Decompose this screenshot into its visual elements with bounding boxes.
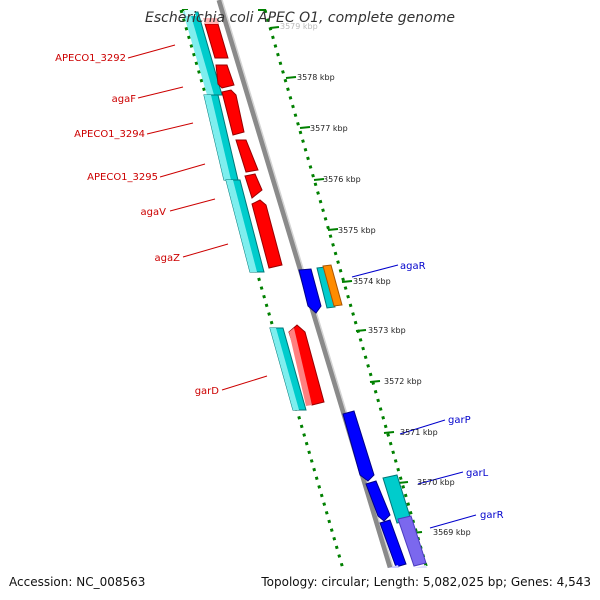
label-connectors <box>127 44 477 529</box>
gene-label: agaR <box>400 261 426 272</box>
kbp-label: 3570 kbp <box>417 478 455 487</box>
gene-arrow <box>289 328 312 406</box>
gene-label: garP <box>448 415 471 426</box>
kbp-labels: 3579 kbp 3578 kbp 3577 kbp 3576 kbp 3575… <box>280 22 471 537</box>
gene-arrow <box>397 515 427 567</box>
map-title: Escherichia coli APEC O1, complete genom… <box>145 10 455 26</box>
gene-arrow <box>388 565 399 568</box>
gene-arrow <box>221 89 245 136</box>
kbp-label: 3575 kbp <box>338 226 376 235</box>
gene-arrow <box>204 95 231 180</box>
gene-arrow <box>298 268 322 314</box>
accession-text: Accession: NC_008563 <box>9 575 146 589</box>
kbp-label-top: 3579 kbp <box>280 22 318 31</box>
gene-arrow <box>316 266 336 309</box>
gene-label: garR <box>480 510 504 521</box>
gene-arrow <box>342 410 375 482</box>
tick-marks <box>182 9 423 534</box>
gene-arrow <box>379 519 407 568</box>
gene-label: APECO1_3294 <box>74 129 145 140</box>
kbp-label: 3576 kbp <box>323 175 361 184</box>
kbp-label: 3577 kbp <box>310 124 348 133</box>
gene-arrow <box>365 480 391 522</box>
forward-red-arrows <box>203 18 325 406</box>
gene-arrow <box>203 18 219 24</box>
gene-arrow <box>414 565 427 568</box>
gene-label: garL <box>466 468 489 479</box>
kbp-label: 3572 kbp <box>384 377 422 386</box>
gene-arrow <box>183 12 214 95</box>
reverse-gene-labels: agaR garP garL garR <box>400 261 504 521</box>
gene-arrow <box>244 173 263 199</box>
genome-summary: Topology: circular; Length: 5,082,025 bp… <box>261 575 591 589</box>
gene-arrow <box>184 10 196 16</box>
kbp-label: 3578 kbp <box>297 73 335 82</box>
outer-dotted-ring <box>179 9 345 568</box>
kbp-label: 3573 kbp <box>368 326 406 335</box>
gene-arrow <box>226 180 257 272</box>
gene-arrow <box>235 139 259 173</box>
gene-arrow <box>215 64 235 89</box>
kbp-label: 3571 kbp <box>400 428 438 437</box>
gene-label: agaF <box>112 94 137 105</box>
gene-label: APECO1_3295 <box>87 172 158 183</box>
gene-label: garD <box>195 386 220 397</box>
inner-dotted-ring <box>263 9 429 568</box>
reverse-arrows <box>298 264 427 568</box>
forward-cyan-track <box>183 10 307 411</box>
gene-label: agaZ <box>155 253 181 264</box>
kbp-label: 3569 kbp <box>433 528 471 537</box>
forward-gene-labels: APECO1_3292 agaF APECO1_3294 APECO1_3295… <box>55 53 219 397</box>
gene-arrow <box>251 199 283 269</box>
gene-label: agaV <box>141 207 167 218</box>
kbp-label: 3574 kbp <box>353 277 391 286</box>
gene-arrow <box>270 328 299 410</box>
gene-label: APECO1_3292 <box>55 53 126 64</box>
gene-arrow <box>322 264 343 307</box>
